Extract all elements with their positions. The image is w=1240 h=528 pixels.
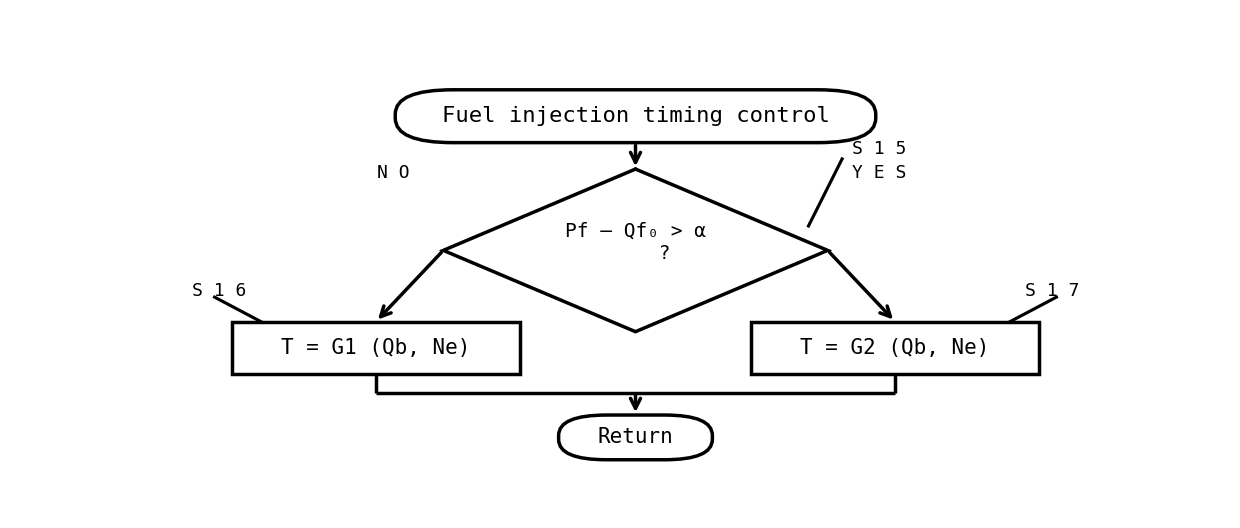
- Text: S 1 5: S 1 5: [852, 140, 906, 158]
- Text: T = G2 (Qb, Ne): T = G2 (Qb, Ne): [800, 338, 990, 358]
- Text: S 1 6: S 1 6: [191, 282, 246, 300]
- FancyBboxPatch shape: [396, 90, 875, 143]
- Text: Y E S: Y E S: [852, 164, 906, 182]
- Text: S 1 7: S 1 7: [1025, 282, 1080, 300]
- Text: Return: Return: [598, 427, 673, 447]
- Text: T = G1 (Qb, Ne): T = G1 (Qb, Ne): [281, 338, 471, 358]
- Bar: [232, 322, 521, 374]
- Text: N O: N O: [377, 164, 409, 182]
- FancyBboxPatch shape: [558, 415, 712, 460]
- Text: Pf – Qf₀ > α
     ?: Pf – Qf₀ > α ?: [565, 222, 706, 263]
- Bar: [751, 322, 1039, 374]
- Text: Fuel injection timing control: Fuel injection timing control: [441, 106, 830, 126]
